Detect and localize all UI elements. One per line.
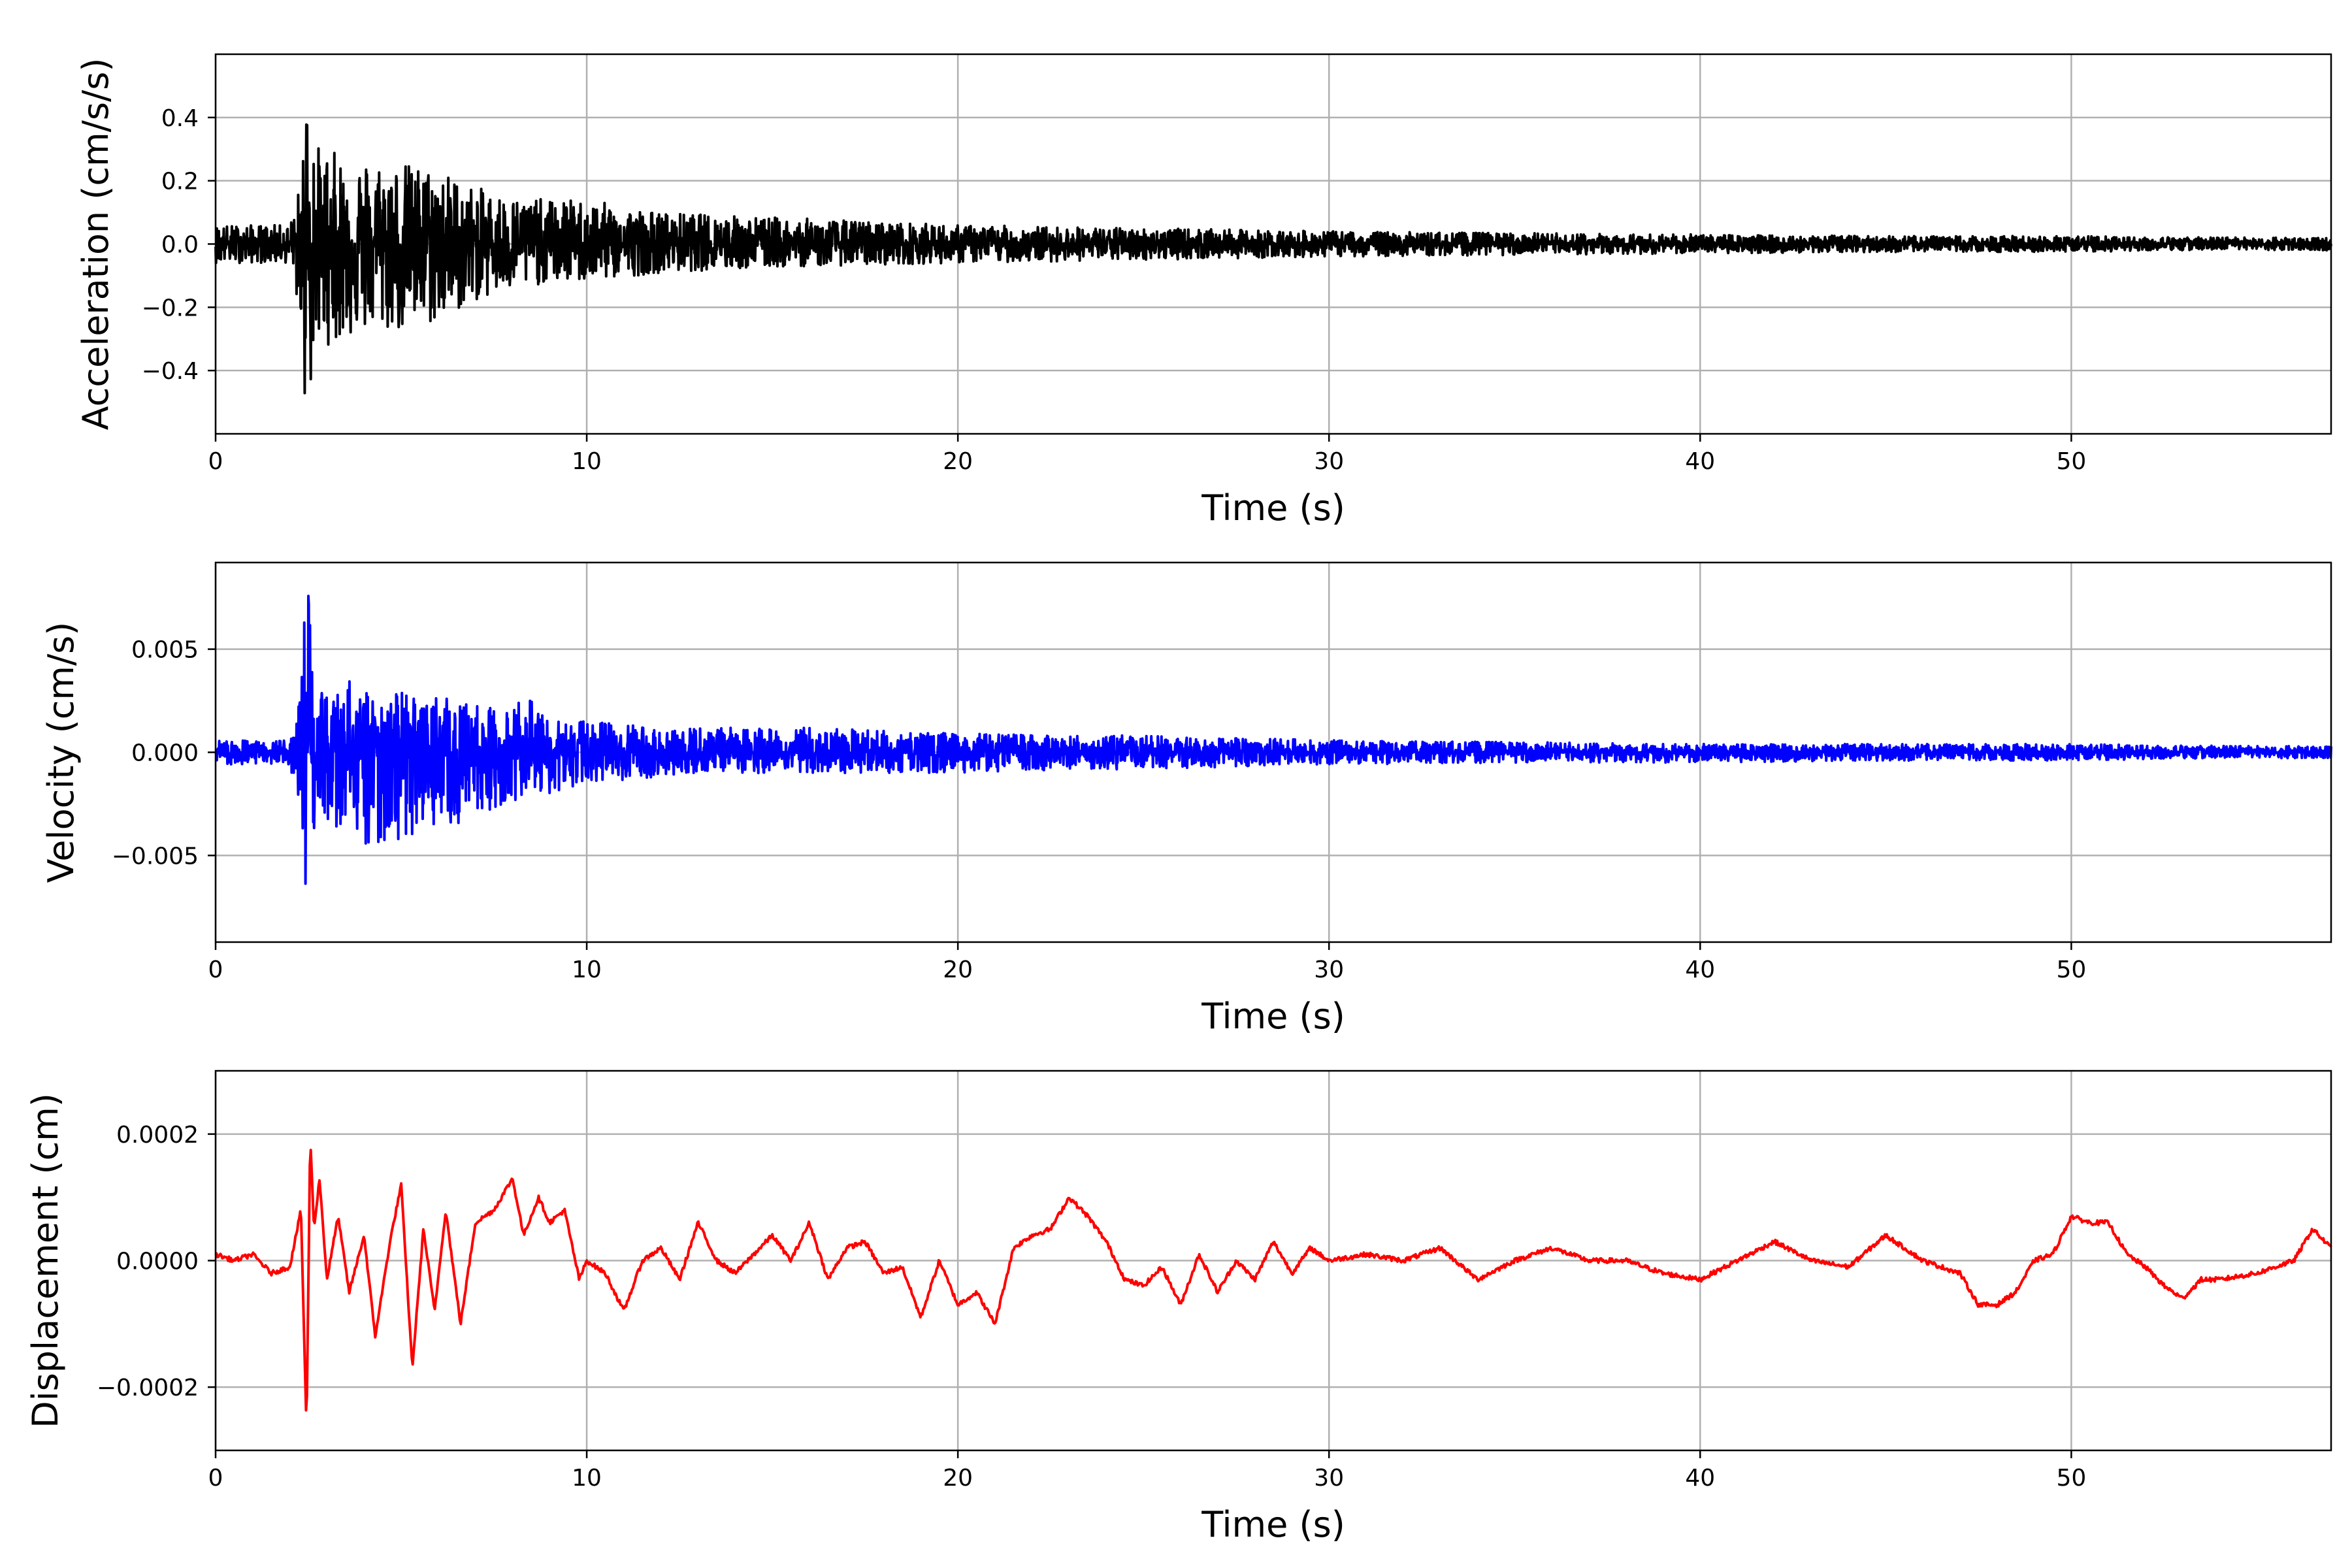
velocity-xtick-label: 50 bbox=[2056, 956, 2086, 983]
velocity-ytick-label: 0.005 bbox=[131, 637, 199, 664]
velocity-xlabel: Time (s) bbox=[1201, 996, 1345, 1037]
displacement-series-line bbox=[214, 1149, 2332, 1412]
velocity-xtick-label: 40 bbox=[1685, 956, 1715, 983]
velocity-xtick-label: 20 bbox=[943, 956, 973, 983]
velocity-xtick-label: 10 bbox=[572, 956, 602, 983]
velocity-ylabel: Velocity (cm/s) bbox=[41, 622, 82, 883]
acceleration-xtick-label: 40 bbox=[1685, 448, 1715, 475]
displacement-xtick-label: 50 bbox=[2056, 1465, 2086, 1492]
displacement-xtick-label: 40 bbox=[1685, 1465, 1715, 1492]
displacement-xtick-label: 0 bbox=[208, 1465, 223, 1492]
acceleration-series-line bbox=[214, 123, 2332, 395]
velocity-ytick-label: −0.005 bbox=[112, 843, 199, 870]
displacement-xtick-label: 20 bbox=[943, 1465, 973, 1492]
acceleration-xtick-label: 50 bbox=[2056, 448, 2086, 475]
acceleration-ytick-label: −0.4 bbox=[142, 358, 199, 385]
displacement-ytick-label: −0.0002 bbox=[97, 1375, 199, 1401]
acceleration-xtick-label: 20 bbox=[943, 448, 973, 475]
acceleration-panel: 0 10 20 30 40 50 −0.4 −0.2 0.0 0.2 0.4 Time (s) Acce… bbox=[75, 53, 2332, 529]
acceleration-xtick-label: 30 bbox=[1314, 448, 1344, 475]
displacement-xlabel: Time (s) bbox=[1201, 1504, 1345, 1545]
acceleration-ytick-label: 0.4 bbox=[161, 105, 199, 132]
velocity-series-line bbox=[214, 595, 2332, 885]
velocity-xtick-label: 0 bbox=[208, 956, 223, 983]
acceleration-ytick-label: 0.2 bbox=[161, 169, 199, 195]
velocity-ytick-label: 0.000 bbox=[131, 740, 199, 767]
velocity-xtick-label: 30 bbox=[1314, 956, 1344, 983]
acceleration-xlabel: Time (s) bbox=[1201, 487, 1345, 529]
acceleration-ytick-label: −0.2 bbox=[142, 295, 199, 321]
displacement-ytick-label: 0.0000 bbox=[116, 1249, 199, 1275]
displacement-panel: 0 10 20 30 40 50 −0.0002 0.0000 0.0002 Time (s) Di… bbox=[25, 1070, 2332, 1545]
acceleration-xtick-label: 10 bbox=[572, 448, 602, 475]
displacement-ytick-label: 0.0002 bbox=[116, 1122, 199, 1149]
acceleration-ylabel: Acceleration (cm/s/s) bbox=[75, 58, 116, 431]
acceleration-ytick-label: 0.0 bbox=[161, 232, 199, 259]
displacement-xtick-label: 30 bbox=[1314, 1465, 1344, 1492]
velocity-panel: 0 10 20 30 40 50 −0.005 0.000 0.005 Time (s) Veloc… bbox=[41, 561, 2332, 1037]
displacement-ylabel: Displacement (cm) bbox=[25, 1093, 66, 1428]
displacement-xtick-label: 10 bbox=[572, 1465, 602, 1492]
acceleration-xtick-label: 0 bbox=[208, 448, 223, 475]
